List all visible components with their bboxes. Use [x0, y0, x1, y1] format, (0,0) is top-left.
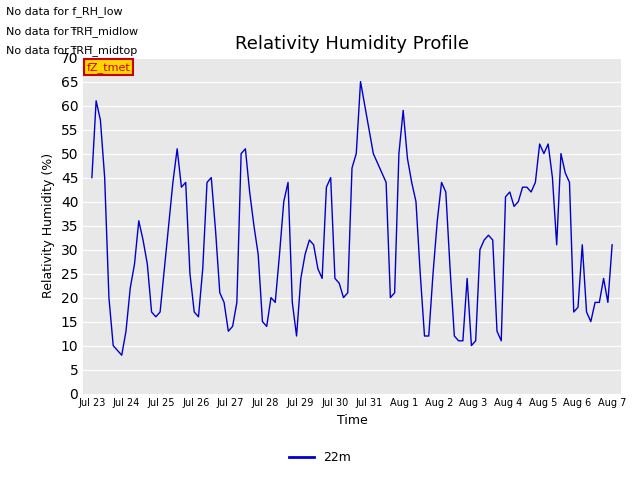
- Y-axis label: Relativity Humidity (%): Relativity Humidity (%): [42, 153, 55, 298]
- Title: Relativity Humidity Profile: Relativity Humidity Profile: [235, 35, 469, 53]
- Text: No data for f̅RH̅_midtop: No data for f̅RH̅_midtop: [6, 45, 138, 56]
- Text: No data for f̅RH̅_midlow: No data for f̅RH̅_midlow: [6, 25, 138, 36]
- Text: No data for f_RH_low: No data for f_RH_low: [6, 6, 123, 17]
- Legend: 22m: 22m: [284, 446, 356, 469]
- Text: fZ_tmet: fZ_tmet: [86, 61, 130, 72]
- X-axis label: Time: Time: [337, 414, 367, 427]
